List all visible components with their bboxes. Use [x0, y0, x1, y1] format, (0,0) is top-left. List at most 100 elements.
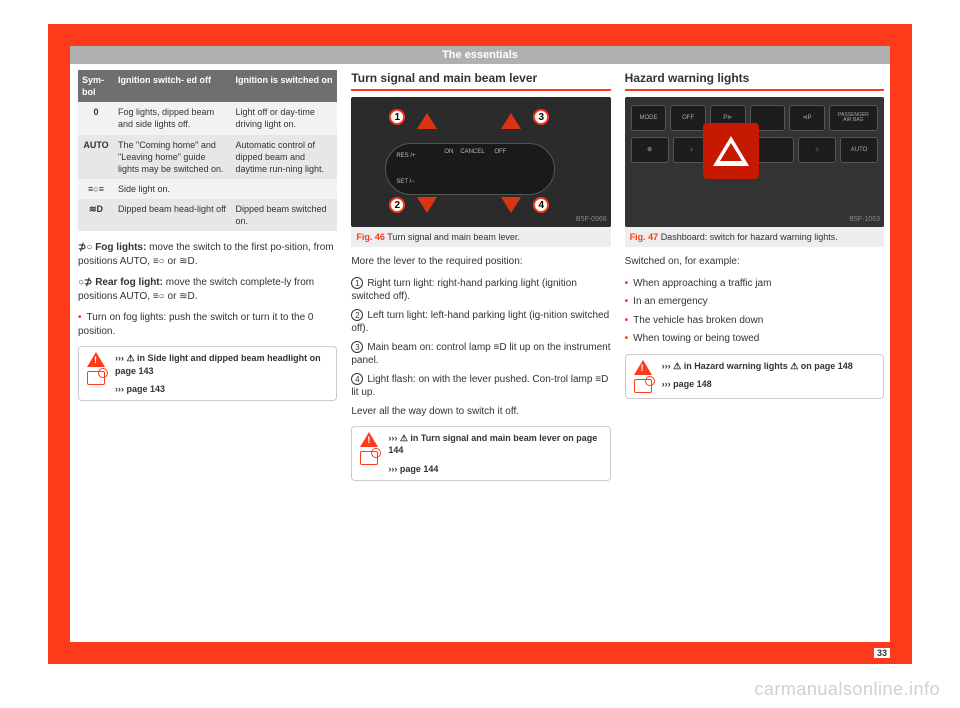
lever-label-res: RES /+ [396, 152, 415, 160]
figure-caption-text: Dashboard: switch for hazard warning lig… [661, 232, 838, 242]
figure-marker: 3 [533, 109, 549, 125]
callout-ref: ››› page 148 [662, 379, 712, 389]
callout-icons [358, 432, 380, 474]
callout-text: ››› ⚠ in Hazard warning lights ⚠ on page… [662, 360, 853, 393]
list-item: When towing or being towed [625, 332, 884, 346]
cell-symbol: 0 [78, 102, 114, 134]
cell-symbol: ≡○≡ [78, 179, 114, 199]
figure-47-caption: Fig. 47 Dashboard: switch for hazard war… [625, 227, 884, 247]
rear-fog-para: ○⊅ Rear fog light: move the switch compl… [78, 276, 337, 303]
list-item: 4Light flash: on with the lever pushed. … [351, 373, 610, 400]
page-number: 33 [874, 648, 890, 658]
th-symbol: Sym- bol [78, 70, 114, 102]
callout-warn: ››› ⚠ in Turn signal and main beam lever… [388, 433, 597, 455]
cell-off: Fog lights, dipped beam and side lights … [114, 102, 231, 134]
column-3: Hazard warning lights MODE OFF P⊳ ⊲P PAS… [625, 70, 884, 642]
table-row: ≡○≡ Side light on. [78, 179, 337, 199]
table-row: ≋D Dipped beam head-light off Dipped bea… [78, 199, 337, 231]
cell-off: Side light on. [114, 179, 337, 199]
lever-label-on: ON [444, 148, 453, 156]
dash-button: OFF [670, 105, 706, 131]
list-item: In an emergency [625, 295, 884, 309]
figure-caption-text: Turn signal and main beam lever. [387, 232, 520, 242]
dash-button: MODE [631, 105, 667, 131]
cell-off: The "Coming home" and "Leaving home" gui… [114, 135, 231, 179]
cell-symbol: ≋D [78, 199, 114, 231]
dash-button: ⊕ [631, 137, 669, 163]
turn-on-fog-bullet: Turn on fog lights: push the switch or t… [78, 311, 337, 338]
callout-text: ››› ⚠ in Side light and dipped beam head… [115, 352, 330, 394]
hazard-switch [703, 123, 759, 179]
dash-button: ⌂ [798, 137, 836, 163]
dash-button [756, 137, 794, 163]
cell-on: Dipped beam switched on. [231, 199, 337, 231]
figure-watermark: B5F-0966 [576, 215, 607, 224]
cell-off: Dipped beam head-light off [114, 199, 231, 231]
section-title-turn-signal: Turn signal and main beam lever [351, 70, 610, 91]
cell-on: Automatic control of dipped beam and day… [231, 135, 337, 179]
callout-icons [632, 360, 654, 393]
fog-lights-para: ⊅○ Fog lights: move the switch to the fi… [78, 241, 337, 268]
th-ignition-off: Ignition switch- ed off [114, 70, 231, 102]
figure-marker: 4 [533, 197, 549, 213]
figure-46-caption: Fig. 46 Turn signal and main beam lever. [351, 227, 610, 247]
callout-box: ››› ⚠ in Turn signal and main beam lever… [351, 426, 610, 480]
figure-46: RES /+ SET /− ON CANCEL OFF 1 2 3 4 B5F-… [351, 97, 610, 227]
col2-outro: Lever all the way down to switch it off. [351, 405, 610, 419]
lever-label-cancel: CANCEL [460, 148, 484, 156]
list-item: 3Main beam on: control lamp ≡D lit up on… [351, 341, 610, 368]
dash-button: ⊲P [789, 105, 825, 131]
dashboard-panel: MODE OFF P⊳ ⊲P PASSENGER AIR BAG ⊕ ♪ ↯ ⌂… [625, 97, 884, 227]
list-item: When approaching a traffic jam [625, 277, 884, 291]
page-header: The essentials [70, 46, 890, 64]
arrow-down-icon [501, 197, 521, 213]
fog-lights-lead: ⊅○ Fog lights: [78, 242, 146, 253]
arrow-up-icon [501, 113, 521, 129]
rear-fog-lead: ○⊅ Rear fog light: [78, 277, 163, 288]
list-item: The vehicle has broken down [625, 314, 884, 328]
table-header-row: Sym- bol Ignition switch- ed off Ignitio… [78, 70, 337, 102]
book-icon [87, 371, 105, 385]
callout-ref: ››› page 143 [115, 384, 165, 394]
figure-marker: 2 [389, 197, 405, 213]
table-row: 0 Fog lights, dipped beam and side light… [78, 102, 337, 134]
list-item: 1Right turn light: right-hand parking li… [351, 277, 610, 304]
lever-label-set: SET /− [396, 178, 414, 186]
cell-symbol: AUTO [78, 135, 114, 179]
figure-watermark: B5F-1063 [849, 215, 880, 224]
cell-on: Light off or day-time driving light on. [231, 102, 337, 134]
th-ignition-on: Ignition is switched on [231, 70, 337, 102]
callout-warn: ››› ⚠ in Hazard warning lights ⚠ on page… [662, 361, 853, 371]
book-icon [360, 451, 378, 465]
book-icon [634, 379, 652, 393]
content-area: Sym- bol Ignition switch- ed off Ignitio… [78, 70, 884, 642]
list-item: 2Left turn light: left-hand parking ligh… [351, 309, 610, 336]
warning-icon [87, 352, 105, 367]
arrow-down-icon [417, 197, 437, 213]
callout-icons [85, 352, 107, 394]
col2-list: 1Right turn light: right-hand parking li… [351, 277, 610, 400]
figure-marker: 1 [389, 109, 405, 125]
callout-box: ››› ⚠ in Hazard warning lights ⚠ on page… [625, 354, 884, 399]
callout-box: ››› ⚠ in Side light and dipped beam head… [78, 346, 337, 400]
col2-intro: More the lever to the required position: [351, 255, 610, 269]
callout-text: ››› ⚠ in Turn signal and main beam lever… [388, 432, 603, 474]
figure-number: Fig. 47 [630, 232, 659, 242]
table-row: AUTO The "Coming home" and "Leaving home… [78, 135, 337, 179]
warning-icon [634, 360, 652, 375]
page-header-title: The essentials [442, 49, 518, 61]
dash-button: AUTO [840, 137, 878, 163]
warning-icon [360, 432, 378, 447]
hazard-triangle-icon [713, 136, 749, 166]
symbol-table: Sym- bol Ignition switch- ed off Ignitio… [78, 70, 337, 231]
arrow-up-icon [417, 113, 437, 129]
lever-stalk: RES /+ SET /− ON CANCEL OFF [385, 143, 555, 195]
callout-ref: ››› page 144 [388, 464, 438, 474]
dash-button-airbag: PASSENGER AIR BAG [829, 105, 878, 131]
col3-intro: Switched on, for example: [625, 255, 884, 269]
lever-label-off: OFF [494, 148, 506, 156]
figure-47: MODE OFF P⊳ ⊲P PASSENGER AIR BAG ⊕ ♪ ↯ ⌂… [625, 97, 884, 227]
col3-list: When approaching a traffic jam In an eme… [625, 277, 884, 346]
column-2: Turn signal and main beam lever RES /+ S… [351, 70, 610, 642]
callout-warn: ››› ⚠ in Side light and dipped beam head… [115, 353, 321, 375]
